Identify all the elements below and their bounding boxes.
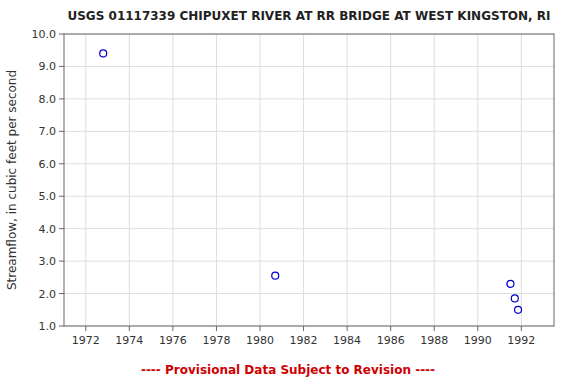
tick-mark [434, 326, 435, 331]
grid-line [216, 34, 217, 326]
grid-line [260, 34, 261, 326]
grid-line [390, 34, 391, 326]
tick-mark [59, 261, 64, 262]
grid-line [434, 34, 435, 326]
grid-line [303, 34, 304, 326]
plot-area [64, 34, 554, 326]
annotation: ---- Provisional Data Subject to Revisio… [141, 363, 435, 377]
data-point [272, 272, 279, 279]
grid-line [129, 34, 130, 326]
tick-mark [521, 326, 522, 331]
data-point [507, 280, 514, 287]
grid-line [347, 34, 348, 326]
tick-mark [59, 66, 64, 67]
grid-line [64, 163, 554, 164]
axes: 1972 1974 1976 1978 1980 1982 1984 1986 1988 1990… [32, 28, 555, 347]
grid-line [64, 293, 554, 294]
tick-label: 2.0 [39, 288, 57, 301]
tick-label: 1990 [464, 334, 492, 347]
tick-mark [477, 326, 478, 331]
tick-label: 1984 [333, 334, 361, 347]
tick-mark [260, 326, 261, 331]
grid [64, 34, 554, 326]
tick-label: 10.0 [32, 28, 57, 41]
tick-mark [59, 131, 64, 132]
data-point [515, 306, 522, 313]
tick-mark [303, 326, 304, 331]
tick-label: 1992 [507, 334, 535, 347]
grid-line [64, 261, 554, 262]
tick-label: 3.0 [39, 255, 57, 268]
tick-mark [59, 196, 64, 197]
tick-mark [129, 326, 130, 331]
tick-label: 1976 [159, 334, 187, 347]
plot-frame [64, 34, 554, 326]
tick-label: 8.0 [39, 93, 57, 106]
tick-mark [390, 326, 391, 331]
chart: 1972 1974 1976 1978 1980 1982 1984 1986 1988 1990… [0, 0, 576, 384]
grid-line [64, 66, 554, 67]
tick-mark [59, 163, 64, 164]
tick-label: 1978 [202, 334, 230, 347]
grid-line [521, 34, 522, 326]
tick-label: 9.0 [39, 60, 57, 73]
points [100, 50, 522, 313]
tick-label: 7.0 [39, 125, 57, 138]
tick-label: 1980 [246, 334, 274, 347]
tick-label: 1988 [420, 334, 448, 347]
tick-label: 4.0 [39, 223, 57, 236]
tick-label: 1.0 [39, 320, 57, 333]
grid-line [64, 131, 554, 132]
grid-line [85, 34, 86, 326]
tick-mark [59, 34, 64, 35]
tick-mark [216, 326, 217, 331]
axis-label: Streamflow, in cubic feet per second [5, 70, 19, 290]
tick-label: 1972 [72, 334, 100, 347]
grid-line [64, 228, 554, 229]
tick-mark [59, 293, 64, 294]
grid-line [64, 98, 554, 99]
tick-mark [85, 326, 86, 331]
tick-label: 1974 [115, 334, 143, 347]
data-point [100, 50, 107, 57]
tick-label: 6.0 [39, 158, 57, 171]
tick-label: 5.0 [39, 190, 57, 203]
grid-line [64, 196, 554, 197]
tick-mark [347, 326, 348, 331]
tick-mark [59, 98, 64, 99]
tick-label: 1982 [290, 334, 318, 347]
tick-mark [59, 326, 64, 327]
grid-line [477, 34, 478, 326]
tick-mark [59, 228, 64, 229]
tick-label: 1986 [377, 334, 405, 347]
tick-mark [172, 326, 173, 331]
title: USGS 01117339 CHIPUXET RIVER AT RR BRIDG… [67, 9, 550, 23]
data-point [511, 295, 518, 302]
grid-line [172, 34, 173, 326]
